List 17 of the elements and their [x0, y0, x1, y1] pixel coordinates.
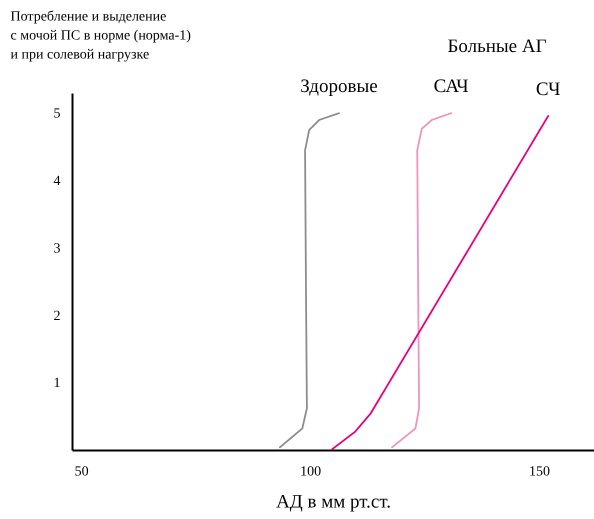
y-axis-title: Потребление и выделение с мочой ПС в норме (норма-1) и при солевой нагрузке	[10, 10, 192, 62]
y-tick-label: 4	[54, 174, 60, 190]
line-series	[391, 112, 452, 448]
x-tick-label: 100	[300, 464, 322, 480]
series-label: Здоровые	[300, 76, 378, 98]
y-tick-label: 1	[54, 376, 60, 392]
y-tick-label: 2	[54, 308, 60, 324]
y-tick-label: 5	[54, 106, 60, 122]
text: Больные АГ	[447, 36, 547, 57]
y-tick-label: 3	[54, 241, 60, 256]
x-tick-label: 150	[529, 464, 550, 480]
line-series	[278, 112, 340, 448]
x-tick-label: 50	[74, 464, 89, 480]
x-axis-title: АД в мм рт.ст.	[276, 492, 391, 512]
series-label: СЧ	[536, 78, 560, 100]
line-series	[331, 115, 550, 450]
series-label: САЧ	[434, 76, 469, 98]
